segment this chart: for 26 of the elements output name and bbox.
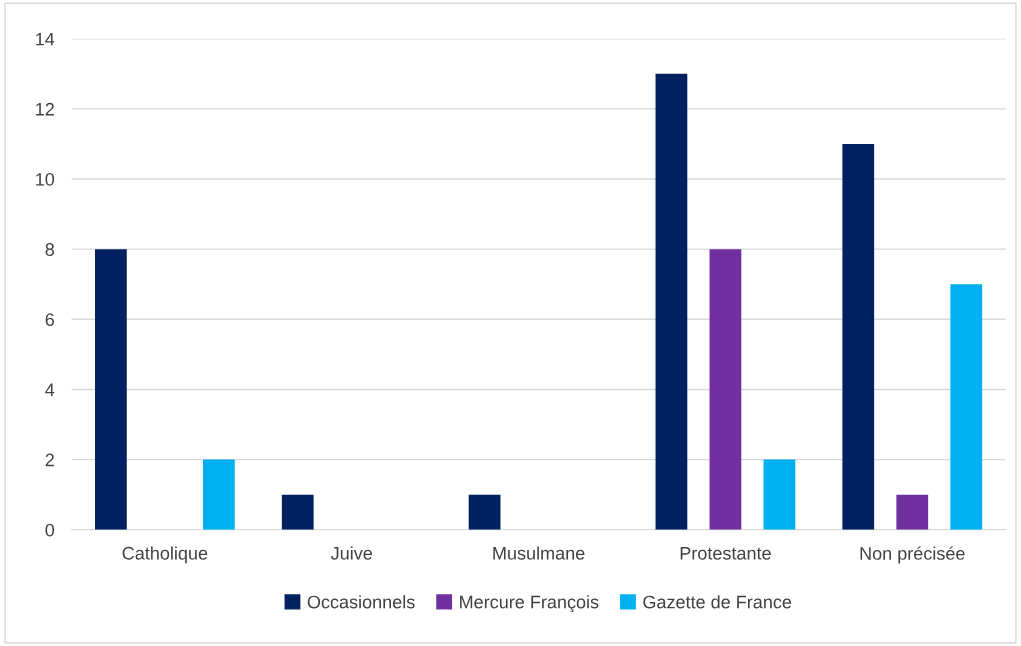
y-tick-label: 0 <box>45 523 55 537</box>
x-tick-label: Non précisée <box>860 546 965 564</box>
bar <box>203 459 235 530</box>
y-tick-label: 2 <box>45 453 54 467</box>
y-tick-label: 12 <box>36 102 54 116</box>
y-tick-label: 14 <box>36 32 55 46</box>
bar <box>281 494 314 530</box>
legend-label: Mercure François <box>460 595 599 613</box>
bar <box>468 494 501 530</box>
bar <box>95 249 127 530</box>
y-tick-label: 6 <box>45 313 55 327</box>
x-tick-label: Juive <box>330 546 373 560</box>
x-tick-label: Musulmane <box>493 546 585 560</box>
y-tick-label: 4 <box>45 383 55 396</box>
bar <box>763 459 796 530</box>
x-tick-label: Protestante <box>680 547 771 560</box>
bar <box>709 249 742 530</box>
bar <box>896 494 929 530</box>
legend-label: Occasionnels <box>307 595 415 609</box>
bar <box>950 284 983 530</box>
legend-label: Gazette de France <box>643 595 792 609</box>
bar <box>655 73 688 530</box>
y-tick-label: 8 <box>45 243 55 256</box>
x-tick-label: Catholique <box>122 546 208 564</box>
bar <box>842 143 875 530</box>
y-tick-label: 10 <box>36 172 55 186</box>
